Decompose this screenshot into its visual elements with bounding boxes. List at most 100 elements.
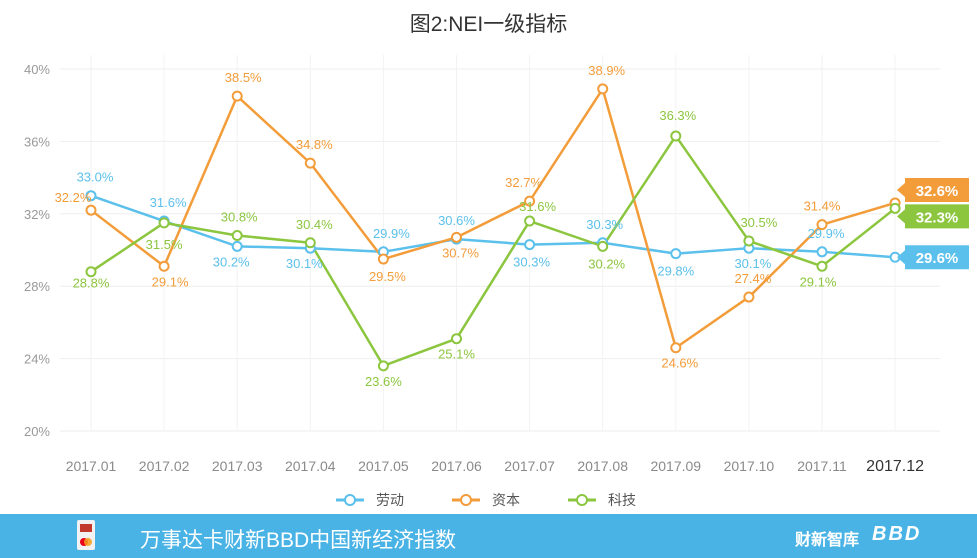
bbd-brand-logo: BBD — [872, 523, 922, 545]
series-line-labor — [90, 194, 896, 259]
legend-label-capital: 资本 — [492, 492, 520, 508]
capital-point — [377, 253, 389, 265]
legend-label-labor: 劳动 — [376, 492, 404, 508]
tech-data-label: 31.6% — [519, 199, 556, 214]
legend-marker-capital — [460, 494, 472, 506]
labor-data-label: 30.2% — [213, 254, 250, 269]
series-line-capital — [90, 87, 896, 349]
labor-data-label: 31.6% — [150, 195, 187, 210]
labor-point — [670, 248, 682, 260]
x-tick-label: 2017.09 — [650, 458, 701, 474]
capital-data-label: 34.8% — [296, 137, 333, 152]
mastercard-card-icon — [77, 520, 95, 550]
capital-point — [304, 157, 316, 169]
tech-data-label: 30.5% — [740, 215, 777, 230]
capital-data-label: 27.4% — [734, 271, 771, 286]
tech-data-label: 28.8% — [73, 276, 110, 291]
x-tick-label: 2017.05 — [358, 458, 409, 474]
capital-data-label: 38.9% — [588, 63, 625, 78]
labor-data-label: 30.3% — [513, 255, 550, 270]
labor-end-label: 29.6% — [916, 250, 959, 267]
labor-data-label: 33.0% — [77, 170, 114, 185]
tech-data-label: 30.4% — [296, 217, 333, 232]
tech-data-label: 30.2% — [588, 256, 625, 271]
labor-point — [524, 239, 536, 251]
tech-point — [231, 230, 243, 242]
tech-data-label: 30.8% — [221, 210, 258, 225]
labor-point — [85, 190, 97, 202]
tech-data-label: 25.1% — [438, 347, 475, 362]
x-tick-label: 2017.04 — [285, 458, 336, 474]
series-line-tech — [90, 134, 896, 368]
capital-point — [597, 83, 609, 95]
capital-data-label: 31.4% — [804, 199, 841, 214]
capital-data-label: 32.2% — [55, 190, 92, 205]
tech-data-label: 23.6% — [365, 374, 402, 389]
capital-data-label: 29.5% — [369, 269, 406, 284]
labor-data-label: 30.1% — [286, 256, 323, 271]
labor-end-badge — [897, 245, 969, 270]
labor-data-label: 30.6% — [438, 213, 475, 228]
y-tick-label: 24% — [24, 352, 50, 367]
footer-title: 万事达卡财新BBD中国新经济指数 — [140, 529, 457, 552]
tech-point — [85, 266, 97, 278]
capital-data-label: 32.7% — [505, 175, 542, 190]
capital-point — [743, 291, 755, 303]
legend-label-tech: 科技 — [608, 492, 636, 508]
x-tick-label: 2017.10 — [724, 458, 775, 474]
labor-data-label: 29.8% — [657, 264, 694, 279]
capital-point — [670, 342, 682, 354]
capital-point — [158, 260, 170, 272]
labor-point — [816, 246, 828, 258]
caixin-brand-logo: 财新智库 — [795, 532, 860, 549]
tech-point — [451, 333, 462, 345]
tech-point — [377, 360, 389, 372]
tech-point — [597, 240, 609, 252]
labor-data-label: 29.9% — [808, 226, 845, 241]
x-tick-label: 2017.02 — [139, 458, 190, 474]
capital-point — [85, 204, 97, 216]
capital-point — [451, 231, 462, 243]
capital-point — [231, 90, 243, 102]
x-tick-label: 2017.12 — [866, 458, 924, 475]
legend-marker-tech — [576, 494, 588, 506]
capital-end-badge — [897, 177, 969, 202]
tech-data-label: 29.1% — [800, 274, 837, 289]
capital-point — [524, 195, 536, 207]
x-tick-label: 2017.07 — [504, 458, 555, 474]
line-chart: 20% 24% 28% 32% 36% 40% 2017.01 2017.02 2017.03 2… — [24, 55, 969, 508]
tech-end-label: 32.3% — [916, 209, 959, 226]
chart-title: 图2:NEI一级指标 — [409, 13, 568, 36]
labor-data-label: 30.1% — [734, 256, 771, 271]
tech-data-label: 31.5% — [146, 237, 183, 252]
y-tick-label: 40% — [24, 62, 50, 77]
x-tick-label: 2017.08 — [577, 458, 628, 474]
labor-point — [231, 240, 243, 252]
legend-marker-labor — [344, 494, 356, 506]
x-tick-label: 2017.06 — [431, 458, 482, 474]
capital-data-label: 24.6% — [661, 356, 698, 371]
x-tick-label: 2017.01 — [66, 458, 117, 474]
y-tick-label: 28% — [24, 279, 50, 294]
y-tick-label: 32% — [24, 207, 50, 222]
tech-point — [743, 235, 755, 247]
tech-end-badge — [897, 204, 969, 229]
tech-data-label: 36.3% — [659, 108, 696, 123]
capital-data-label: 30.7% — [442, 245, 479, 260]
labor-data-label: 29.9% — [373, 226, 410, 241]
tech-point — [524, 215, 536, 227]
capital-end-label: 32.6% — [916, 183, 959, 200]
tech-point — [816, 260, 828, 272]
footer-bar: 万事达卡财新BBD中国新经济指数 财新智库 BBD — [0, 514, 977, 558]
capital-data-label: 29.1% — [152, 274, 189, 289]
tech-point — [158, 217, 170, 229]
y-tick-label: 36% — [24, 134, 50, 149]
tech-point — [670, 130, 682, 142]
tech-point — [889, 202, 901, 214]
y-tick-label: 20% — [24, 424, 50, 439]
labor-data-label: 30.3% — [586, 217, 623, 232]
x-tick-label: 2017.03 — [212, 458, 263, 474]
x-tick-label: 2017.11 — [797, 458, 847, 474]
tech-point — [304, 237, 316, 249]
capital-point — [816, 219, 828, 231]
